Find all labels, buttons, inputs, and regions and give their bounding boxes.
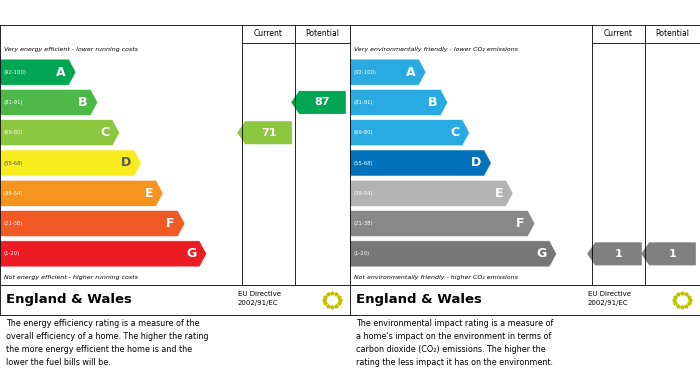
- Text: Not environmentally friendly - higher CO₂ emissions: Not environmentally friendly - higher CO…: [354, 274, 518, 280]
- Polygon shape: [0, 180, 163, 206]
- Polygon shape: [350, 150, 491, 176]
- Polygon shape: [350, 59, 426, 85]
- Text: The environmental impact rating is a measure of
a home's impact on the environme: The environmental impact rating is a mea…: [356, 319, 554, 366]
- Polygon shape: [0, 210, 185, 237]
- Text: (39-54): (39-54): [3, 191, 22, 196]
- Text: Current: Current: [254, 29, 283, 38]
- Text: (21-38): (21-38): [3, 221, 22, 226]
- Text: (1-20): (1-20): [3, 251, 20, 256]
- Text: 71: 71: [260, 128, 276, 138]
- Text: A: A: [406, 66, 416, 79]
- Polygon shape: [587, 242, 642, 265]
- Text: Environmental Impact (CO₂) Rating: Environmental Impact (CO₂) Rating: [356, 7, 575, 18]
- Text: D: D: [471, 156, 482, 170]
- Polygon shape: [0, 120, 120, 146]
- Text: Very energy efficient - lower running costs: Very energy efficient - lower running co…: [4, 47, 138, 52]
- Text: (92-100): (92-100): [3, 70, 26, 75]
- Text: C: C: [450, 126, 459, 139]
- Text: The energy efficiency rating is a measure of the
overall efficiency of a home. T: The energy efficiency rating is a measur…: [6, 319, 209, 366]
- Text: E: E: [495, 187, 503, 200]
- Polygon shape: [291, 91, 346, 114]
- Text: 1: 1: [615, 249, 622, 259]
- Text: (81-91): (81-91): [3, 100, 22, 105]
- Text: Potential: Potential: [305, 29, 340, 38]
- Polygon shape: [641, 242, 696, 265]
- Polygon shape: [0, 90, 98, 115]
- Text: Not energy efficient - higher running costs: Not energy efficient - higher running co…: [4, 274, 138, 280]
- Polygon shape: [350, 241, 556, 267]
- Text: EU Directive
2002/91/EC: EU Directive 2002/91/EC: [238, 292, 281, 305]
- Text: Potential: Potential: [655, 29, 690, 38]
- Text: England & Wales: England & Wales: [6, 294, 132, 307]
- Polygon shape: [350, 90, 448, 115]
- Text: (21-38): (21-38): [353, 221, 372, 226]
- Text: B: B: [78, 96, 88, 109]
- Text: (92-100): (92-100): [353, 70, 376, 75]
- Polygon shape: [0, 241, 206, 267]
- Text: (55-68): (55-68): [3, 160, 22, 165]
- Text: (69-80): (69-80): [353, 130, 372, 135]
- Text: E: E: [145, 187, 153, 200]
- Polygon shape: [0, 150, 141, 176]
- Polygon shape: [350, 180, 513, 206]
- Text: (1-20): (1-20): [353, 251, 370, 256]
- Text: Very environmentally friendly - lower CO₂ emissions: Very environmentally friendly - lower CO…: [354, 47, 518, 52]
- Text: B: B: [428, 96, 438, 109]
- Text: Energy Efficiency Rating: Energy Efficiency Rating: [6, 7, 159, 18]
- Text: (69-80): (69-80): [3, 130, 22, 135]
- Text: EU Directive
2002/91/EC: EU Directive 2002/91/EC: [588, 292, 631, 305]
- Text: (81-91): (81-91): [353, 100, 372, 105]
- Polygon shape: [350, 120, 470, 146]
- Text: (55-68): (55-68): [353, 160, 372, 165]
- Text: (39-54): (39-54): [353, 191, 372, 196]
- Text: C: C: [100, 126, 109, 139]
- Text: England & Wales: England & Wales: [356, 294, 482, 307]
- Polygon shape: [350, 210, 535, 237]
- Text: 87: 87: [315, 97, 330, 108]
- Polygon shape: [0, 59, 76, 85]
- Text: Current: Current: [604, 29, 633, 38]
- Text: G: G: [536, 248, 547, 260]
- Text: G: G: [186, 248, 197, 260]
- Text: A: A: [56, 66, 66, 79]
- Polygon shape: [237, 121, 292, 144]
- Text: F: F: [167, 217, 175, 230]
- Text: D: D: [121, 156, 132, 170]
- Text: 1: 1: [668, 249, 676, 259]
- Text: F: F: [517, 217, 525, 230]
